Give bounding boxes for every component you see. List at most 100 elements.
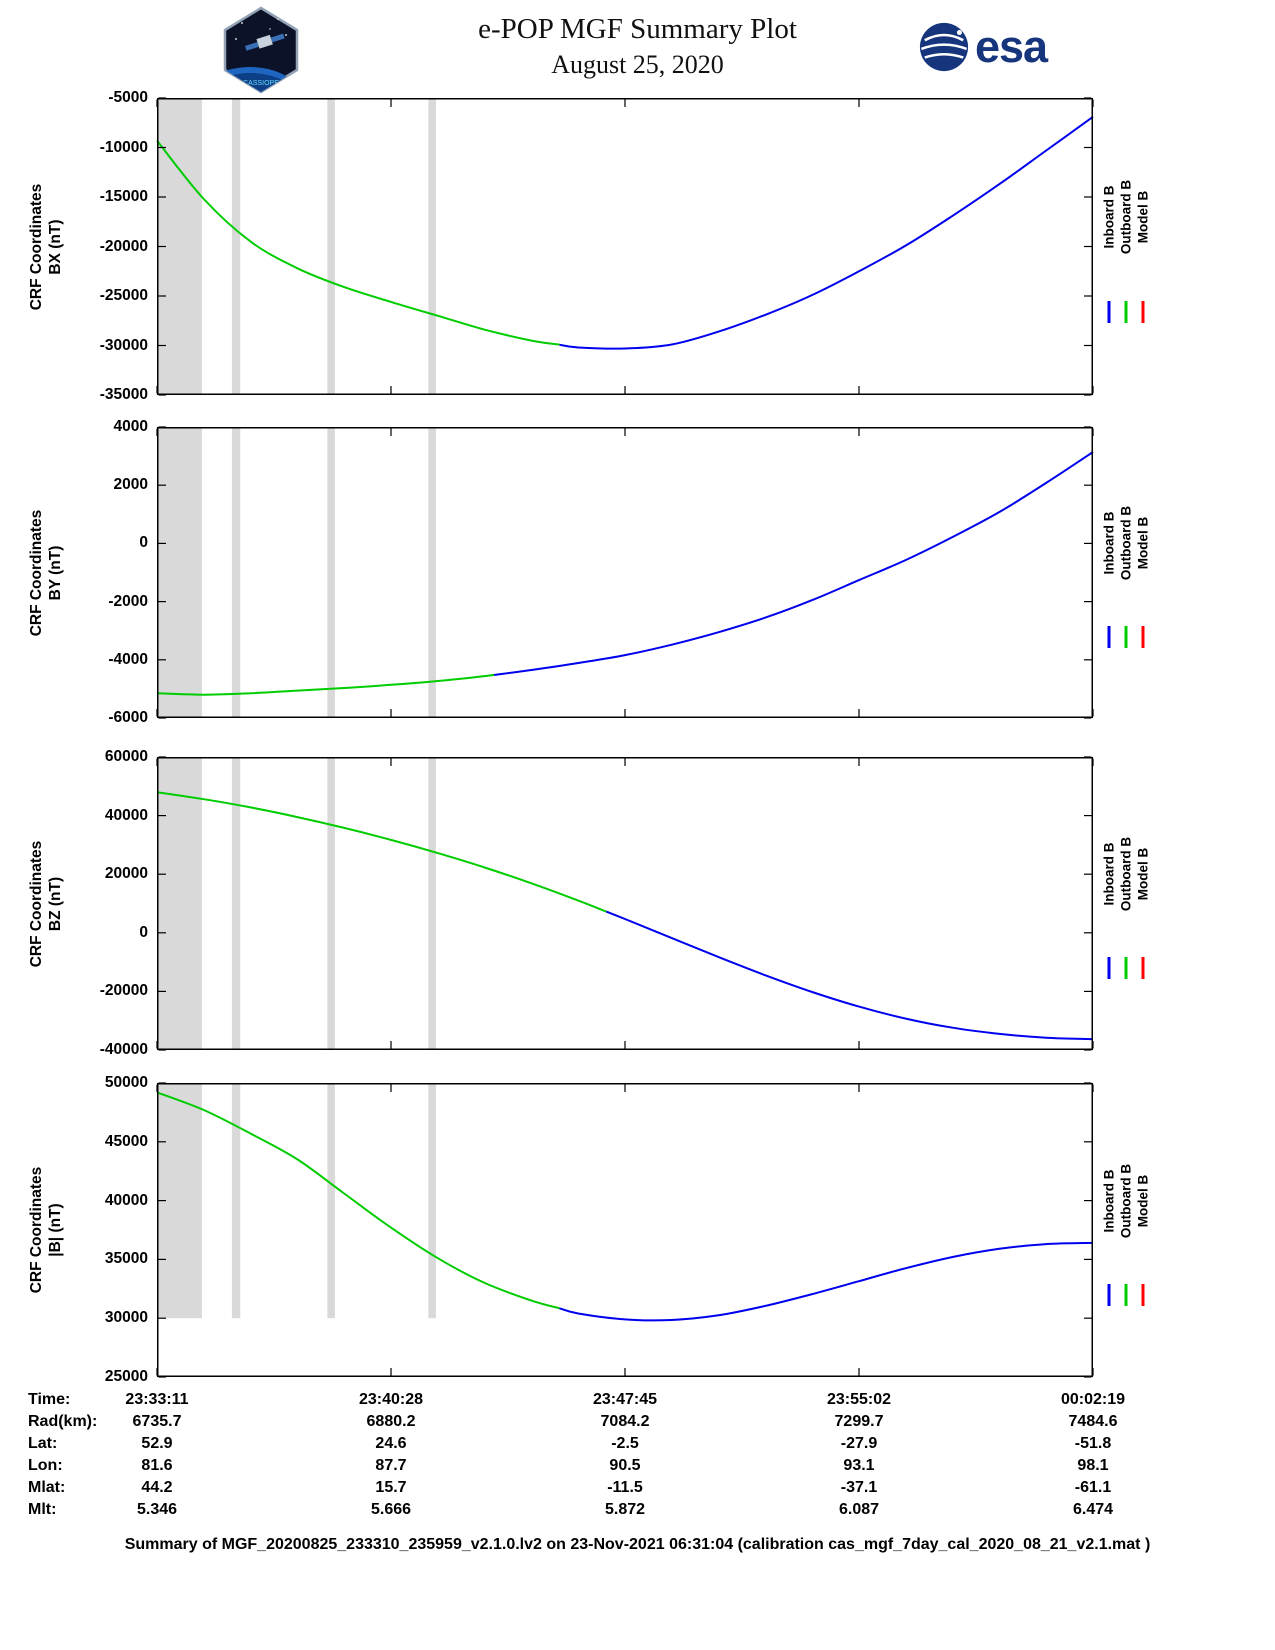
y-tick-label: 60000 <box>104 748 148 765</box>
table-cell: 81.6 <box>141 1457 173 1474</box>
table-cell: 6735.7 <box>132 1413 182 1430</box>
legend-mark <box>1107 1283 1111 1306</box>
shaded-band <box>157 427 202 718</box>
table-cell: 5.872 <box>604 1501 646 1518</box>
table-cell: 24.6 <box>375 1435 407 1452</box>
table-cell: 52.9 <box>141 1435 173 1452</box>
table-row: Lat: 52.9 24.6 -2.5 -27.9 -51.8 <box>0 1435 1275 1457</box>
table-cell: 6880.2 <box>366 1413 416 1430</box>
y-tick-label: 40000 <box>104 1191 148 1209</box>
panel-bmag-plot <box>156 1082 1094 1378</box>
table-cell: 98.1 <box>1077 1457 1109 1474</box>
y-tick-label: -2000 <box>108 592 148 610</box>
table-row: Mlat: 44.2 15.7 -11.5 -37.1 -61.1 <box>0 1479 1275 1501</box>
esa-wordmark: esa <box>975 21 1048 72</box>
table-row: Mlt: 5.346 5.666 5.872 6.087 6.474 <box>0 1501 1275 1523</box>
plot-date: August 25, 2020 <box>551 50 724 79</box>
table-cell: -51.8 <box>1074 1435 1112 1452</box>
plot-titles: e-POP MGF Summary Plot August 25, 2020 <box>0 12 1275 80</box>
table-cell: 7084.2 <box>600 1413 650 1430</box>
patch-text: CASSIOPE <box>243 80 279 87</box>
satellite-icon <box>245 33 285 51</box>
y-tick-label: 40000 <box>104 806 148 824</box>
shaded-band <box>231 1083 241 1319</box>
shaded-band <box>428 98 436 395</box>
y-tick-label: 0 <box>139 923 148 941</box>
table-row: Rad(km): 6735.7 6880.2 7084.2 7299.7 7484.6 <box>0 1413 1275 1435</box>
y-tick-label: -15000 <box>99 188 148 205</box>
table-cell: 87.7 <box>375 1457 407 1474</box>
legend-mark <box>1107 300 1111 323</box>
y-tick-label: 4000 <box>113 418 148 435</box>
outboard-b-curve <box>156 139 560 346</box>
legend-mark <box>1141 625 1145 648</box>
table-cell: -61.1 <box>1074 1479 1112 1496</box>
table-cell: 23:55:02 <box>826 1391 892 1408</box>
table-cell: -37.1 <box>840 1479 878 1496</box>
panel-bz-plot <box>156 756 1094 1051</box>
y-tick-label: -6000 <box>108 709 148 726</box>
y-tick-label: 45000 <box>104 1132 148 1150</box>
cassiope-mission-patch: CASSIOPE <box>223 6 299 94</box>
shaded-band <box>428 757 436 1050</box>
table-row: Time: 23:33:11 23:40:28 23:47:45 23:55:02 00:… <box>0 1391 1275 1413</box>
table-row-label: Mlat: <box>28 1479 66 1496</box>
table-cell: 6.474 <box>1072 1501 1114 1518</box>
shaded-band <box>428 427 436 718</box>
shaded-band <box>327 1083 335 1319</box>
legend-marks <box>1107 625 1145 648</box>
outboard-b-curve <box>156 673 495 696</box>
legend-mark <box>1141 300 1145 323</box>
panel-bx-plot <box>156 97 1094 396</box>
shaded-band <box>157 757 202 1050</box>
shaded-band <box>327 98 335 395</box>
legend-mark <box>1141 1283 1145 1306</box>
outboard-b-curve <box>156 791 607 913</box>
table-cell: 44.2 <box>141 1479 173 1496</box>
axes-box <box>157 757 1093 1050</box>
shaded-band <box>231 98 241 395</box>
legend-marks <box>1107 300 1145 323</box>
table-cell: -27.9 <box>840 1435 878 1452</box>
y-tick-label: 20000 <box>104 865 148 883</box>
footer-text: Summary of MGF_20200825_233310_235959_v2… <box>124 1536 1151 1553</box>
table-cell: 23:47:45 <box>592 1391 658 1408</box>
legend-mark <box>1124 956 1128 979</box>
table-row-label: Time: <box>28 1391 71 1408</box>
legend-marks <box>1107 1283 1145 1306</box>
table-cell: 93.1 <box>843 1457 875 1474</box>
table-row-label: Rad(km): <box>28 1413 98 1430</box>
shaded-band <box>428 1083 436 1319</box>
table-row-label: Lat: <box>28 1435 58 1452</box>
table-cell: 7299.7 <box>834 1413 884 1430</box>
table-cell: 23:40:28 <box>358 1391 424 1408</box>
y-tick-label: 30000 <box>104 1309 148 1327</box>
table-cell: 23:33:11 <box>125 1391 189 1408</box>
table-cell: -11.5 <box>607 1479 643 1496</box>
table-row: Lon: 81.6 87.7 90.5 93.1 98.1 <box>0 1457 1275 1479</box>
table-cell: 6.087 <box>838 1501 880 1518</box>
shaded-band <box>231 757 241 1050</box>
y-tick-label: -25000 <box>99 287 148 304</box>
y-tick-label: -30000 <box>99 336 148 354</box>
table-cell: 15.7 <box>375 1479 407 1496</box>
axes-box <box>157 427 1093 718</box>
legend-mark <box>1141 956 1145 979</box>
table-row-label: Lon: <box>28 1457 63 1474</box>
legend-marks <box>1107 956 1145 979</box>
outboard-b-curve <box>156 1091 560 1310</box>
shaded-band <box>231 427 241 718</box>
esa-emblem <box>919 22 969 72</box>
table-cell: -2.5 <box>611 1435 639 1452</box>
y-tick-label: 0 <box>139 534 148 552</box>
y-tick-label: -4000 <box>108 650 148 668</box>
y-tick-label: 2000 <box>113 476 148 494</box>
legend-mark <box>1107 956 1111 979</box>
y-tick-label: -20000 <box>99 982 148 1000</box>
y-tick-label: 35000 <box>104 1250 148 1268</box>
table-cell: 7484.6 <box>1068 1413 1118 1430</box>
y-tick-label: -20000 <box>99 237 148 255</box>
plot-title: e-POP MGF Summary Plot <box>478 13 797 45</box>
